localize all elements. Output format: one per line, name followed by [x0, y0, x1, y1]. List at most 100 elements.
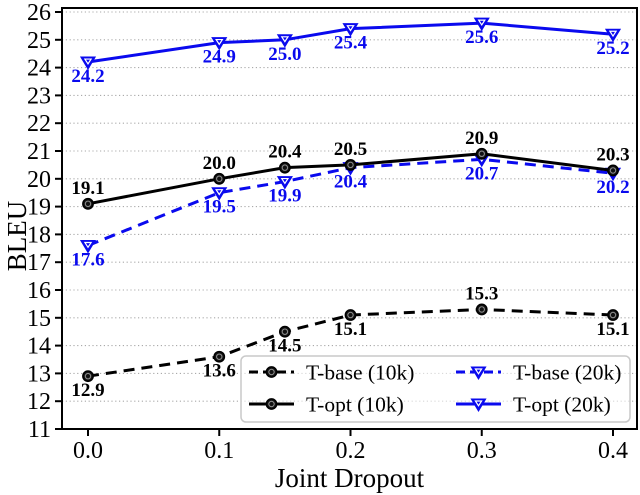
circle-marker: [265, 398, 278, 410]
legend-box: [240, 355, 631, 423]
x-tick-label: 0.4: [598, 438, 628, 464]
value-label: 15.1: [596, 319, 629, 340]
value-label: 20.4: [268, 142, 302, 163]
y-tick-label: 21: [27, 139, 51, 165]
circle-marker: [475, 147, 488, 160]
y-tick-label: 25: [27, 28, 51, 54]
value-label: 19.5: [203, 197, 236, 218]
legend-item: T-base (10k): [249, 361, 414, 385]
value-label: 20.4: [334, 172, 368, 193]
y-tick-label: 22: [27, 111, 51, 137]
circle-marker-ring: [347, 161, 354, 169]
triangle-down-marker-inner: [215, 189, 224, 196]
triangle-down-marker-inner: [477, 19, 486, 27]
value-label: 20.5: [334, 139, 367, 160]
y-axis-title: BLEU: [2, 201, 32, 272]
circle-marker: [607, 309, 619, 321]
value-label: 25.0: [268, 44, 301, 65]
legend-item: T-base (20k): [456, 361, 621, 385]
circle-marker: [265, 366, 278, 378]
value-label: 15.3: [465, 283, 498, 304]
triangle-down-marker-inner: [608, 30, 618, 38]
circle-marker: [278, 161, 291, 174]
circle-marker-ring: [216, 353, 223, 360]
value-label: 20.0: [203, 153, 236, 174]
triangle-down-marker-inner: [215, 38, 224, 46]
y-tick-label: 19: [27, 195, 51, 221]
circle-marker-ring: [478, 150, 485, 158]
series-t-opt-20k-: [79, 17, 622, 71]
x-tick-label: 0.0: [73, 438, 103, 464]
series-line: [87, 157, 614, 247]
value-label: 24.9: [203, 47, 236, 68]
y-tick-label: 14: [27, 334, 51, 360]
circle-marker-ring: [478, 306, 485, 313]
x-tick-label: 0.3: [467, 438, 497, 464]
circle-marker: [344, 309, 357, 321]
series-line: [87, 21, 614, 64]
circle-marker: [82, 197, 94, 210]
value-label: 25.6: [465, 27, 498, 48]
circle-marker-ring: [609, 167, 617, 174]
value-label: 24.2: [71, 66, 104, 87]
x-tick-label: 0.2: [336, 438, 366, 464]
y-tick-label: 15: [27, 306, 51, 332]
value-label: 25.2: [596, 38, 629, 59]
circle-marker: [344, 158, 357, 171]
legend-label: T-opt (10k): [306, 393, 404, 417]
series-t-base-10k-: [82, 303, 619, 383]
circle-marker: [213, 350, 226, 363]
value-label: 15.1: [334, 319, 367, 340]
circle-marker-ring: [84, 372, 92, 380]
y-tick-label: 24: [27, 56, 51, 82]
triangle-down-marker-inner: [83, 241, 93, 249]
triangle-down-marker-inner: [474, 400, 483, 407]
y-tick-label: 20: [27, 167, 51, 193]
y-tick-label: 16: [27, 278, 51, 304]
legend-item: T-opt (10k): [249, 393, 404, 417]
circle-marker: [607, 164, 619, 177]
circle-marker-ring: [216, 175, 223, 183]
y-tick-label: 13: [27, 361, 51, 387]
value-label: 13.6: [203, 361, 236, 382]
x-axis-title: Joint Dropout: [275, 463, 425, 493]
x-tick-label: 0.1: [204, 438, 234, 464]
value-label: 25.4: [334, 33, 368, 54]
value-label: 20.3: [596, 144, 629, 165]
series-t-opt-10k-: [82, 147, 619, 210]
circle-marker-ring: [281, 328, 289, 335]
legend-label: T-opt (20k): [513, 393, 611, 417]
triangle-down-marker-inner: [280, 177, 290, 185]
circle-marker-ring: [609, 311, 617, 319]
circle-marker-ring: [268, 368, 275, 376]
y-tick-label: 12: [27, 389, 51, 415]
legend-item: T-opt (20k): [456, 393, 611, 417]
legend-label: T-base (20k): [513, 361, 621, 385]
value-label: 19.1: [71, 178, 104, 199]
circle-marker-ring: [347, 311, 354, 319]
triangle-down-marker-inner: [280, 36, 290, 43]
triangle-down-marker-inner: [83, 58, 93, 65]
value-label: 20.2: [596, 177, 629, 198]
legend-label: T-base (10k): [306, 361, 414, 385]
value-label: 14.5: [268, 336, 301, 357]
triangle-down-marker-inner: [474, 368, 483, 375]
value-label: 17.6: [71, 250, 104, 271]
legend: T-base (10k) T-base (20k) T-opt (10k) T-opt…: [240, 355, 631, 423]
y-tick-label: 17: [27, 250, 51, 276]
value-label: 20.9: [465, 128, 498, 149]
series-line: [87, 307, 614, 378]
y-tick-label: 26: [27, 0, 51, 26]
value-label: 12.9: [71, 380, 104, 401]
y-tick-label: 11: [28, 417, 51, 443]
series-line: [87, 152, 614, 206]
circle-marker: [213, 172, 226, 185]
circle-marker-ring: [84, 200, 92, 208]
y-tick-label: 18: [27, 222, 51, 248]
value-label: 19.9: [268, 186, 301, 207]
value-label: 20.7: [465, 163, 499, 184]
circle-marker-ring: [281, 164, 289, 171]
triangle-down-marker-inner: [346, 25, 355, 32]
